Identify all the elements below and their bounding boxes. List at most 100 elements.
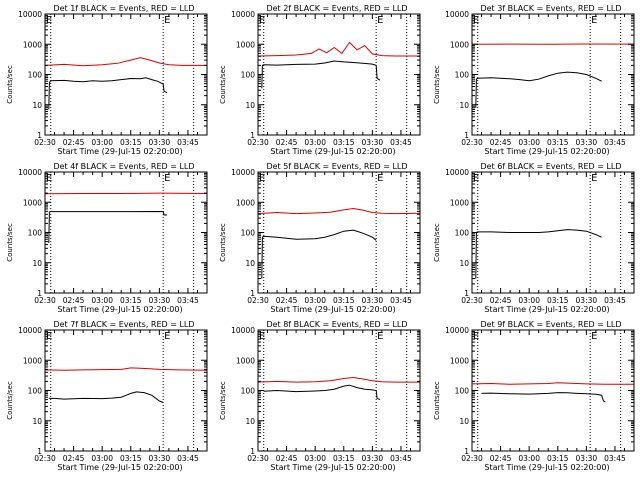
y-tick-label: 10000 [445,168,469,177]
y-tick-label: 1 [250,447,255,456]
x-axis-label: Start Time (29-Jul-15 02:20:00) [484,147,609,156]
lld-series-line [257,376,420,383]
x-tick-label: 03:45 [390,296,412,305]
x-tick-label: 03:45 [604,296,626,305]
corner-mark-left: E [473,15,479,26]
panel-title: Det 2f BLACK = Events, RED = LLD [266,4,407,13]
x-tick-label: 02:45 [490,296,512,305]
x-tick-label: 03:00 [304,454,326,463]
y-tick-label: 1 [464,131,469,140]
x-tick-label: 03:00 [518,454,540,463]
x-tick-label: 03:45 [390,138,412,147]
y-tick-label: 10000 [231,10,255,19]
x-tick-label: 03:30 [362,454,384,463]
y-axis-label: Counts/sec [433,223,441,262]
x-axis-label: Start Time (29-Jul-15 02:20:00) [57,147,182,156]
y-tick-label: 1 [37,447,42,456]
corner-mark-left: E [259,331,265,342]
events-series-line [475,229,602,279]
y-tick-label: 1000 [23,356,42,365]
panel-title: Det 9f BLACK = Events, RED = LLD [480,320,621,329]
axes-frame [471,329,635,452]
x-tick-label: 02:30 [34,138,56,147]
lld-series-line [257,41,420,57]
x-tick-label: 03:30 [576,296,598,305]
lld-series-line [471,382,634,385]
x-tick-label: 02:45 [490,454,512,463]
x-tick-label: 03:15 [120,454,142,463]
corner-mark-left: E [473,173,479,184]
y-tick-label: 10000 [231,326,255,335]
corner-mark-left: E [46,173,52,184]
y-tick-label: 10 [245,417,255,426]
x-tick-label: 03:15 [547,296,569,305]
x-tick-label: 03:00 [91,454,113,463]
corner-mark-right: E [591,15,597,26]
corner-mark-right: E [164,331,170,342]
corner-mark-left: E [259,173,265,184]
corner-mark-left: E [473,331,479,342]
y-tick-label: 100 [241,229,256,238]
x-axis-label: Start Time (29-Jul-15 02:20:00) [270,305,395,314]
y-tick-label: 10 [32,417,42,426]
x-tick-label: 02:30 [34,454,56,463]
axes-frame [44,329,208,452]
x-tick-label: 03:30 [362,138,384,147]
events-series-line [481,392,606,403]
x-axis-label: Start Time (29-Jul-15 02:20:00) [270,147,395,156]
y-tick-label: 10000 [445,326,469,335]
events-series-line [48,391,164,403]
y-tick-label: 1000 [23,40,42,49]
y-tick-label: 10000 [18,168,42,177]
panel-title: Det 8f BLACK = Events, RED = LLD [266,320,407,329]
panel-title: Det 1f BLACK = Events, RED = LLD [53,4,194,13]
corner-mark-right: E [164,15,170,26]
y-tick-label: 10 [459,259,469,268]
events-series-line [48,77,168,110]
y-tick-label: 1000 [236,40,255,49]
corner-mark-right: E [591,173,597,184]
x-axis-label: Start Time (29-Jul-15 02:20:00) [484,305,609,314]
x-tick-label: 03:30 [149,296,171,305]
corner-mark-right: E [164,173,170,184]
panel-title: Det 3f BLACK = Events, RED = LLD [480,4,621,13]
y-tick-label: 1000 [23,198,42,207]
axes-frame [44,13,208,136]
corner-mark-left: E [46,331,52,342]
x-tick-label: 03:30 [576,138,598,147]
x-tick-label: 03:15 [333,138,355,147]
x-axis-label: Start Time (29-Jul-15 02:20:00) [57,463,182,472]
corner-mark-right: E [377,15,383,26]
events-series-line [261,229,377,279]
y-tick-label: 100 [241,71,256,80]
y-tick-label: 100 [455,387,470,396]
x-tick-label: 03:45 [177,454,199,463]
x-tick-label: 03:45 [390,454,412,463]
x-tick-label: 03:30 [149,454,171,463]
lld-series-line [44,367,208,371]
x-tick-label: 02:45 [276,296,298,305]
events-series-line [48,210,167,244]
y-tick-label: 10 [459,101,469,110]
x-tick-label: 03:00 [91,138,113,147]
y-tick-label: 10 [32,101,42,110]
x-tick-label: 02:30 [34,296,56,305]
axes-frame [257,13,421,136]
x-axis-label: Start Time (29-Jul-15 02:20:00) [57,305,182,314]
events-series-line [475,71,602,108]
x-tick-label: 03:00 [518,296,540,305]
x-tick-label: 02:45 [490,138,512,147]
x-tick-label: 02:45 [63,296,85,305]
y-axis-label: Counts/sec [219,381,227,420]
axes-frame [44,171,208,294]
y-tick-label: 1 [250,131,255,140]
x-tick-label: 02:45 [63,138,85,147]
x-axis-label: Start Time (29-Jul-15 02:20:00) [484,463,609,472]
panel-title: Det 6f BLACK = Events, RED = LLD [480,162,621,171]
